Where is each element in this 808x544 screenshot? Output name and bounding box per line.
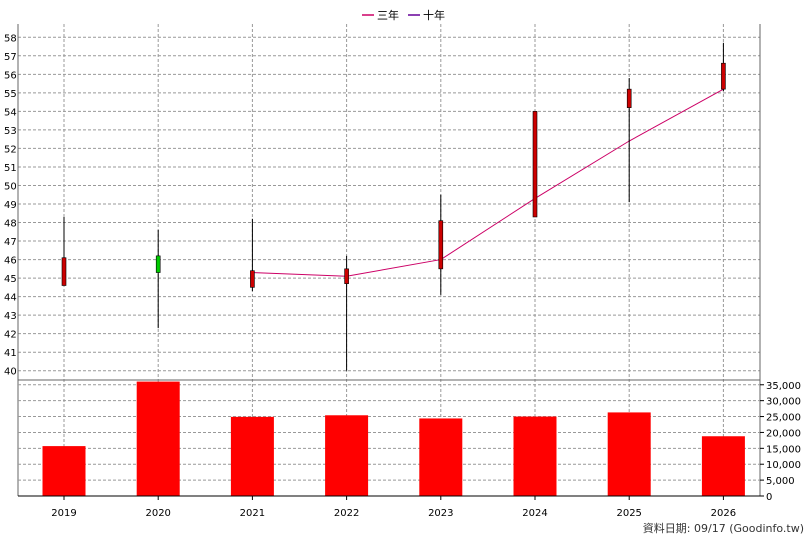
volume-tick-label: 5,000 [766, 476, 795, 487]
price-tick-label: 56 [4, 70, 17, 81]
x-tick-label: 2022 [334, 508, 359, 519]
volume-tick-label: 0 [766, 492, 772, 503]
x-tick-label: 2020 [145, 508, 170, 519]
x-tick-label: 2024 [522, 508, 547, 519]
candle-body [155, 255, 161, 273]
volume-bar-2021 [230, 416, 274, 496]
candle-2020 [155, 229, 161, 329]
x-tick-label: 2021 [240, 508, 265, 519]
volume-bar-2019 [42, 446, 86, 496]
legend: 三年 十年 [362, 8, 445, 22]
volume-bar-2023 [419, 418, 463, 496]
candle-2025 [626, 78, 632, 203]
price-tick-label: 47 [4, 237, 17, 248]
volume-tick-label: 10,000 [766, 460, 801, 471]
legend-label-three-year: 三年 [377, 8, 399, 22]
price-tick-label: 40 [4, 367, 17, 378]
volume-bar-2022 [325, 415, 369, 496]
candle-2022 [344, 255, 349, 371]
price-tick-label: 55 [4, 89, 17, 100]
price-tick-label: 46 [4, 256, 17, 267]
price-tick-label: 54 [4, 107, 17, 118]
price-tick-label: 42 [4, 330, 17, 341]
x-tick-label: 2023 [428, 508, 453, 519]
volume-panel: 0 5,000 10,000 15,000 20,000 25,000 30,000 35,0… [18, 379, 801, 503]
price-tick-label: 43 [4, 311, 17, 322]
three-year-line [252, 88, 724, 277]
price-panel: 40 41 42 43 44 45 46 47 48 49 50 51 52 53 54 55 56 57 58 [4, 24, 761, 496]
candle-body [438, 220, 444, 270]
price-tick-label: 53 [4, 126, 17, 137]
x-axis: 2019 2020 2021 2022 2023 2024 2025 2026 [18, 495, 760, 519]
candle-body [626, 88, 632, 108]
legend-label-ten-year: 十年 [423, 8, 445, 22]
price-tick-label: 49 [4, 200, 17, 211]
price-tick-label: 57 [4, 52, 17, 63]
candle-2021 [250, 218, 255, 292]
price-tick-label: 45 [4, 274, 17, 285]
candle-body [721, 62, 726, 90]
candle-2024 [532, 111, 538, 218]
candle-body [532, 111, 538, 218]
candle-body [250, 270, 255, 288]
price-tick-label: 50 [4, 181, 17, 192]
candle-2023 [438, 194, 444, 295]
x-tick-label: 2025 [616, 508, 641, 519]
candle-body [344, 268, 349, 284]
volume-tick-label: 35,000 [766, 381, 801, 392]
data-date-credit: 資料日期: 09/17 (Goodinfo.tw) [642, 522, 804, 535]
price-tick-label: 41 [4, 348, 17, 359]
candle-2019 [61, 216, 67, 286]
volume-tick-label: 25,000 [766, 413, 801, 424]
candle-2026 [721, 42, 726, 91]
price-tick-label: 52 [4, 144, 17, 155]
x-tick-label: 2026 [711, 508, 736, 519]
volume-tick-label: 20,000 [766, 428, 801, 439]
volume-tick-label: 30,000 [766, 397, 801, 408]
x-tick-label: 2019 [51, 508, 76, 519]
volume-bar-2025 [607, 412, 651, 496]
price-tick-label: 48 [4, 219, 17, 230]
price-tick-label: 58 [4, 33, 17, 44]
candle-body [61, 257, 67, 286]
volume-bar-2020 [136, 381, 180, 496]
price-tick-label: 51 [4, 163, 17, 174]
volume-bar-2026 [701, 436, 745, 496]
volume-tick-label: 15,000 [766, 444, 801, 455]
price-tick-label: 44 [4, 293, 17, 304]
volume-bar-2024 [513, 416, 557, 496]
